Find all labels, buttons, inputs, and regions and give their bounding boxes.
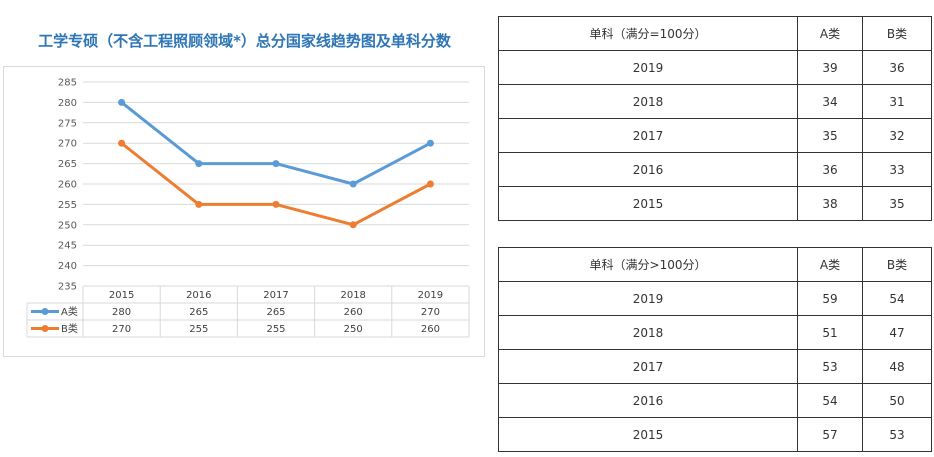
y-tick-label: 275 — [58, 118, 77, 129]
table-row: 2015 38 35 — [498, 186, 932, 221]
data-label: 270 — [112, 324, 131, 335]
row-a-score: 54 — [797, 383, 863, 418]
row-a-score: 59 — [797, 281, 863, 316]
table-row: 2016 36 33 — [498, 152, 932, 187]
single-subject-table-100: 单科（满分=100分） A类 B类 2019 39 36 2018 34 31 … — [498, 16, 932, 221]
row-b-score: 53 — [862, 417, 932, 452]
table-row: 2019 39 36 — [498, 50, 932, 85]
chart-title: 工学专硕（不含工程照顾领域*）总分国家线趋势图及单科分数 — [38, 32, 451, 50]
row-a-score: 36 — [797, 152, 863, 187]
row-b-score: 54 — [862, 281, 932, 316]
header-a: A类 — [797, 16, 863, 51]
table-row: 2018 34 31 — [498, 84, 932, 119]
row-a-score: 34 — [797, 84, 863, 119]
row-b-score: 33 — [862, 152, 932, 187]
data-label: 255 — [189, 324, 208, 335]
y-tick-label: 260 — [58, 180, 77, 191]
header-a: A类 — [797, 247, 863, 282]
row-year: 2019 — [498, 281, 798, 316]
data-point — [118, 139, 126, 147]
row-a-score: 38 — [797, 186, 863, 221]
x-tick-label: 2015 — [109, 290, 134, 301]
data-point — [426, 139, 434, 147]
header-label: 单科（满分>100分） — [498, 247, 798, 282]
data-label: 265 — [189, 307, 208, 318]
data-point — [426, 180, 434, 188]
data-label: 265 — [266, 307, 285, 318]
x-tick-label: 2019 — [418, 290, 443, 301]
row-b-score: 47 — [862, 315, 932, 350]
data-point — [195, 200, 203, 208]
header-label: 单科（满分=100分） — [498, 16, 798, 51]
header-b: B类 — [862, 16, 932, 51]
data-label: 280 — [112, 307, 131, 318]
data-point — [195, 160, 203, 168]
y-tick-label: 270 — [58, 139, 77, 150]
table-row: 2015 57 53 — [498, 417, 932, 452]
data-point — [349, 180, 357, 188]
data-point — [349, 221, 357, 229]
y-tick-label: 245 — [58, 241, 77, 252]
row-year: 2015 — [498, 417, 798, 452]
line-chart-panel: 235 240 245 250 255 260 265 270 275 280 285 2015 201… — [3, 66, 485, 357]
data-point — [272, 200, 280, 208]
row-year: 2017 — [498, 349, 798, 384]
table-row: 2016 54 50 — [498, 383, 932, 418]
data-label: 255 — [266, 324, 285, 335]
x-tick-label: 2017 — [263, 290, 288, 301]
table-row: 2017 53 48 — [498, 349, 932, 384]
y-tick-label: 250 — [58, 220, 77, 231]
y-tick-label: 255 — [58, 200, 77, 211]
data-label: 260 — [421, 324, 440, 335]
row-a-score: 39 — [797, 50, 863, 85]
data-point — [118, 98, 126, 106]
row-b-score: 31 — [862, 84, 932, 119]
row-b-score: 32 — [862, 118, 932, 153]
y-tick-label: 285 — [58, 78, 77, 89]
row-year: 2017 — [498, 118, 798, 153]
data-label: 260 — [344, 307, 363, 318]
legend-swatch-marker — [41, 325, 49, 332]
table-header-row: 单科（满分>100分） A类 B类 — [498, 247, 932, 282]
row-b-score: 36 — [862, 50, 932, 85]
y-tick-label: 265 — [58, 159, 77, 170]
table-row: 2018 51 47 — [498, 315, 932, 350]
single-subject-table-over-100: 单科（满分>100分） A类 B类 2019 59 54 2018 51 47 … — [498, 247, 932, 452]
row-year: 2019 — [498, 50, 798, 85]
row-a-score: 53 — [797, 349, 863, 384]
row-b-score: 48 — [862, 349, 932, 384]
data-point — [272, 160, 280, 168]
header-b: B类 — [862, 247, 932, 282]
row-year: 2015 — [498, 186, 798, 221]
row-year: 2018 — [498, 84, 798, 119]
row-b-score: 35 — [862, 186, 932, 221]
y-tick-label: 240 — [58, 261, 77, 272]
legend-label: B类 — [61, 322, 78, 335]
row-year: 2016 — [498, 383, 798, 418]
row-year: 2016 — [498, 152, 798, 187]
y-tick-label: 280 — [58, 98, 77, 109]
row-year: 2018 — [498, 315, 798, 350]
x-tick-label: 2018 — [340, 290, 365, 301]
row-a-score: 51 — [797, 315, 863, 350]
row-b-score: 50 — [862, 383, 932, 418]
x-tick-label: 2016 — [186, 290, 211, 301]
line-chart: 235 240 245 250 255 260 265 270 275 280 285 2015 201… — [26, 78, 470, 338]
table-row: 2019 59 54 — [498, 281, 932, 316]
table-header-row: 单科（满分=100分） A类 B类 — [498, 16, 932, 51]
data-label: 250 — [344, 324, 363, 335]
row-a-score: 57 — [797, 417, 863, 452]
y-tick-label: 235 — [58, 282, 77, 293]
row-a-score: 35 — [797, 118, 863, 153]
legend-label: A类 — [61, 305, 78, 318]
data-label: 270 — [421, 307, 440, 318]
legend-swatch-marker — [41, 308, 49, 315]
table-row: 2017 35 32 — [498, 118, 932, 153]
